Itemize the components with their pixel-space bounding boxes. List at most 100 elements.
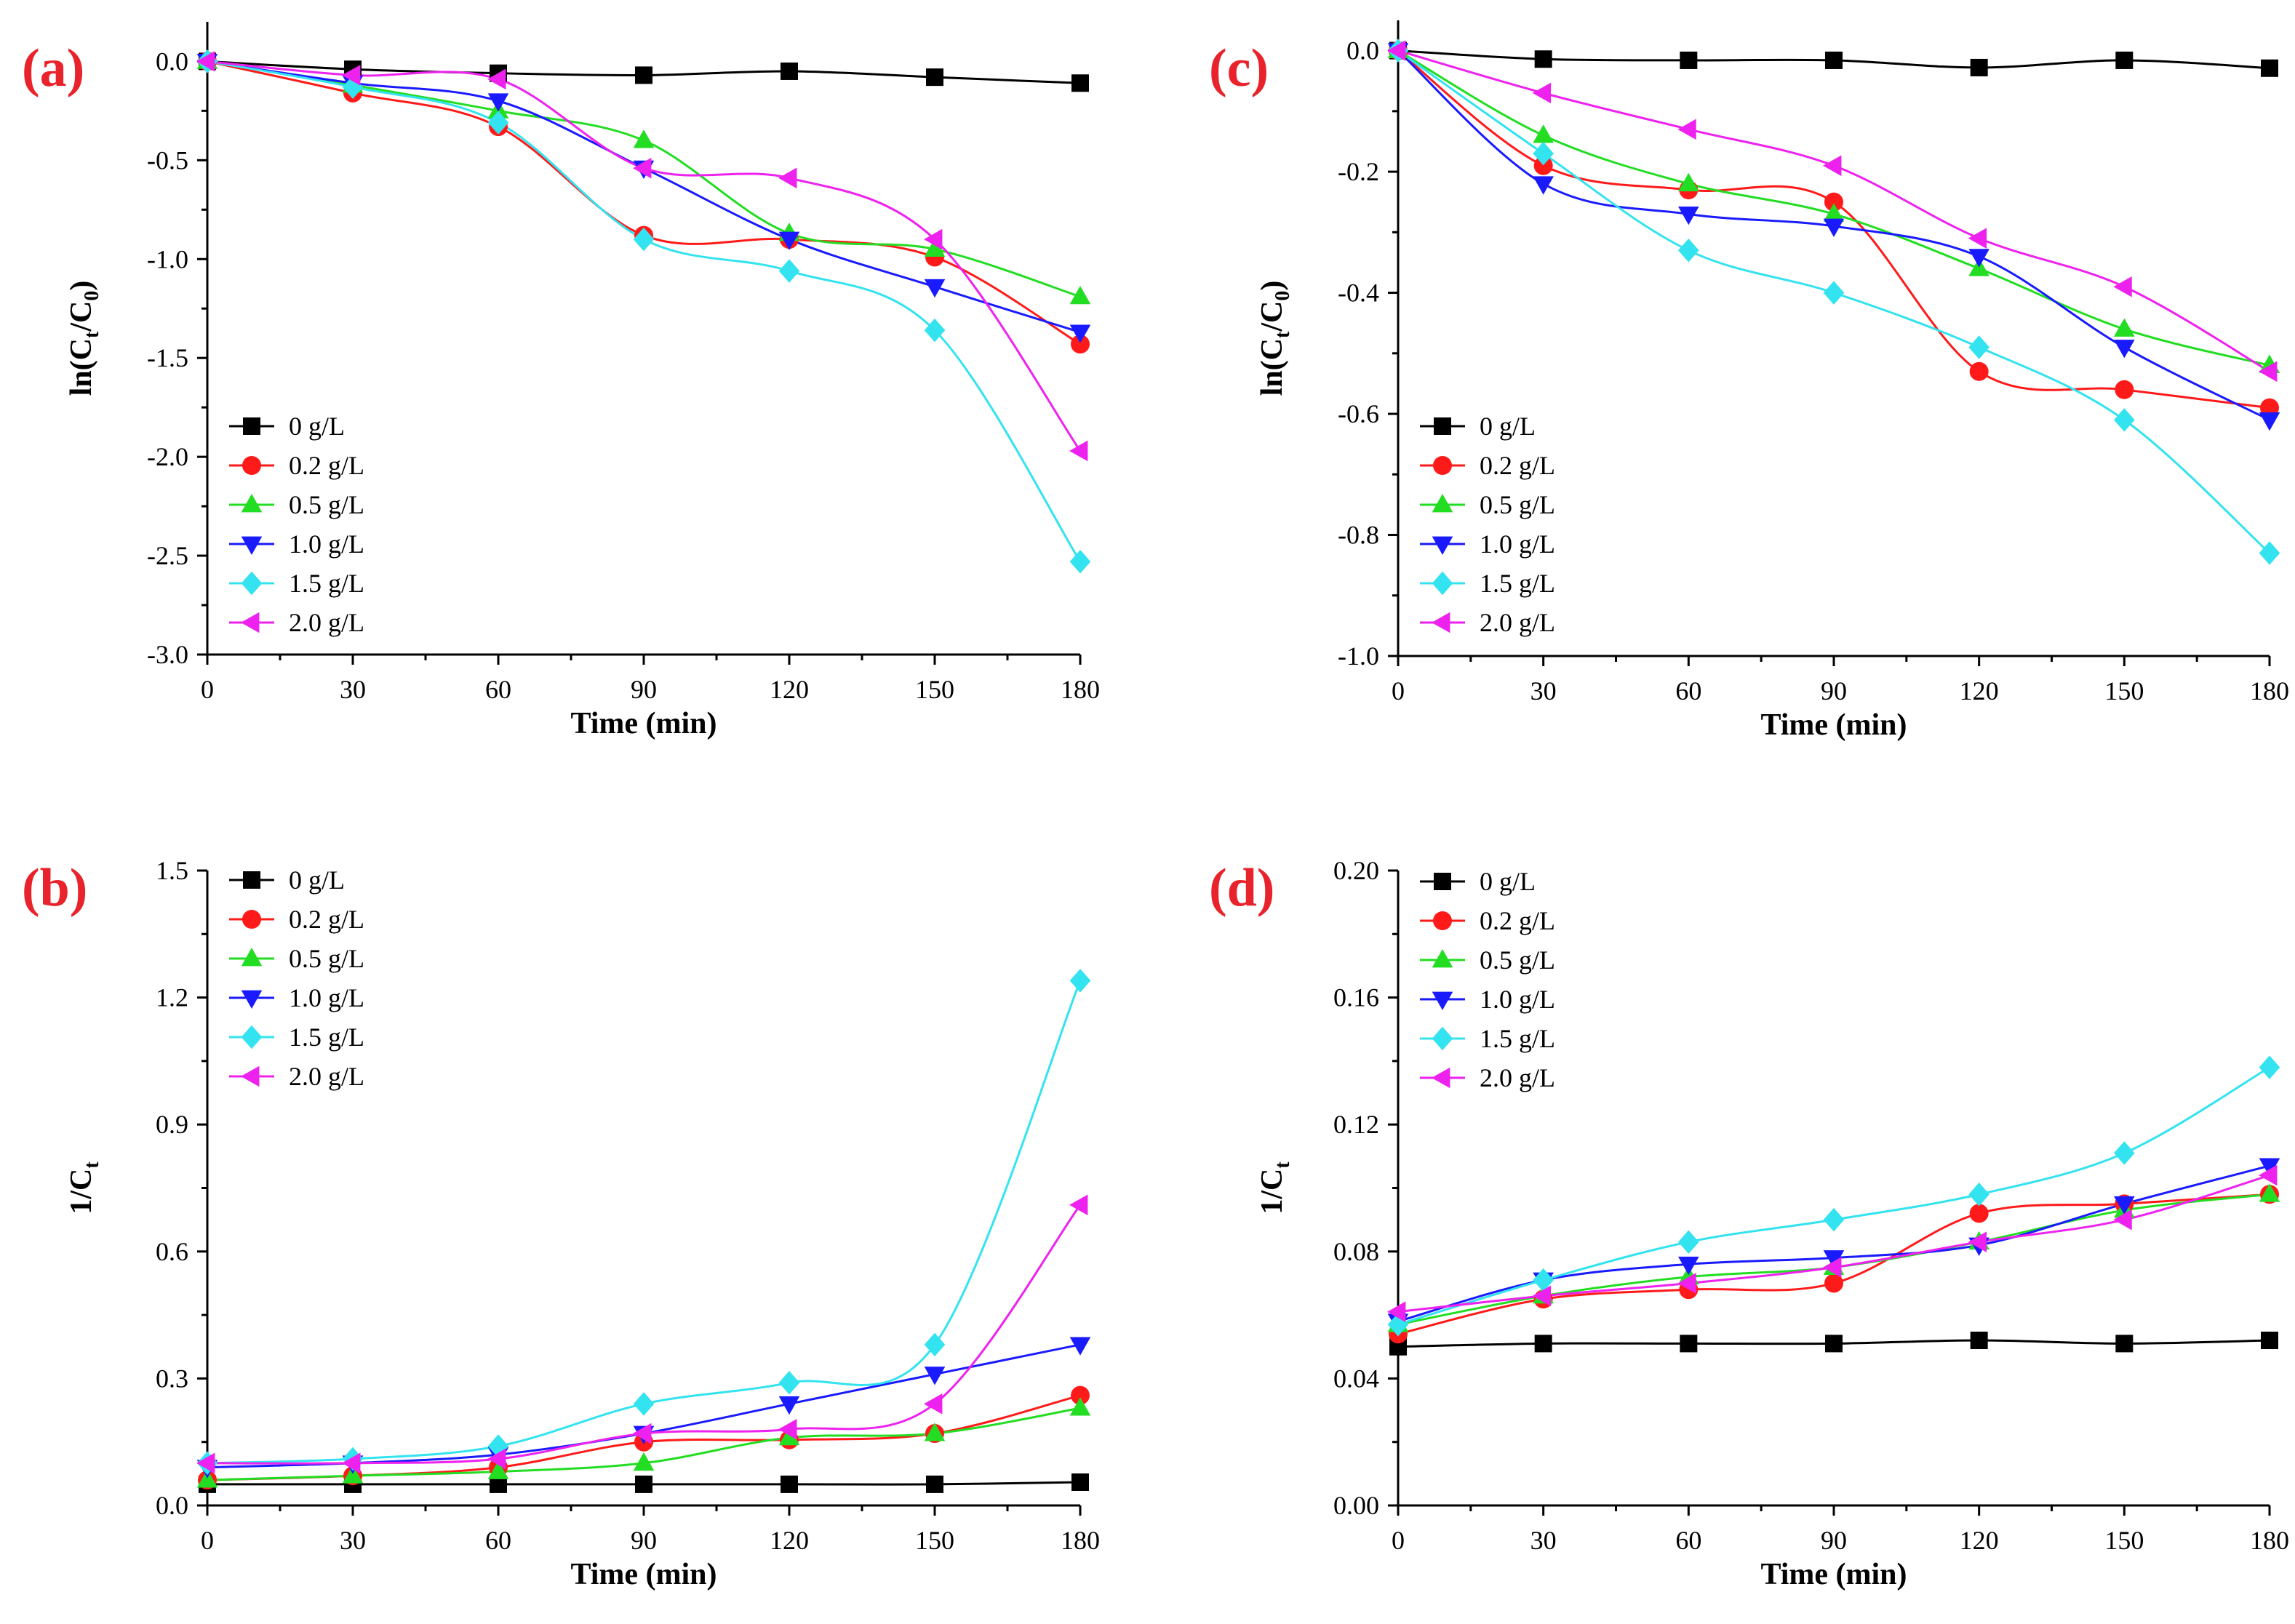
data-point xyxy=(1825,51,1843,69)
y-tick-label: 0.08 xyxy=(1333,1237,1379,1266)
x-tick-label: 150 xyxy=(915,1526,954,1555)
y-axis-title-subscript: 0 xyxy=(81,291,103,301)
x-axis-title: Time (min) xyxy=(1760,708,1907,742)
panel-d: 0 30 60 90 120 150 180 0.00 0.04 0.08 0.12 0.16 0.20… xyxy=(1209,856,2289,1591)
data-point xyxy=(487,68,506,90)
data-point xyxy=(1823,218,1845,237)
y-tick-label: 1.2 xyxy=(156,983,188,1012)
data-point xyxy=(2259,1055,2280,1079)
data-point xyxy=(1069,1397,1091,1416)
y-axis-title-subscript: t xyxy=(1272,1161,1294,1169)
y-axis-title-part: ln(C xyxy=(1256,338,1289,396)
data-point xyxy=(633,129,655,148)
data-point xyxy=(1071,335,1090,354)
data-point xyxy=(778,1396,800,1415)
x-tick-label: 90 xyxy=(631,1526,657,1555)
data-point xyxy=(1069,1337,1091,1356)
data-point xyxy=(2261,1332,2278,1350)
data-point xyxy=(924,228,943,250)
data-point xyxy=(1532,82,1552,104)
data-point xyxy=(1678,1230,1699,1254)
data-point xyxy=(1823,1250,1845,1269)
data-point xyxy=(1968,1182,1989,1207)
data-point xyxy=(633,1423,652,1444)
data-point xyxy=(1677,119,1696,140)
data-point xyxy=(342,1452,361,1474)
legend-label: 0 g/L xyxy=(289,412,345,441)
data-point xyxy=(778,259,800,283)
data-point xyxy=(1680,51,1698,69)
y-axis-title: ln(Ct/C0) xyxy=(1256,281,1294,396)
x-tick-label: 60 xyxy=(1675,1526,1701,1555)
data-point xyxy=(1534,1335,1552,1353)
data-point xyxy=(1069,324,1091,343)
data-point xyxy=(1970,1332,1988,1350)
y-tick-label: 0.20 xyxy=(1333,856,1379,885)
data-point xyxy=(1968,335,1989,359)
legend-label: 2.0 g/L xyxy=(1480,1063,1555,1092)
x-tick-label: 60 xyxy=(1675,676,1701,705)
legend-marker xyxy=(1433,456,1452,475)
legend-marker xyxy=(241,948,263,967)
series-line xyxy=(207,60,1082,452)
data-point xyxy=(196,1452,215,1474)
data-point xyxy=(1533,124,1554,143)
y-tick-label: -0.5 xyxy=(147,145,188,175)
series-line xyxy=(207,60,1081,334)
legend-label: 2.0 g/L xyxy=(289,608,364,637)
y-axis-title-part: ln(C xyxy=(65,338,98,396)
data-point xyxy=(1968,1231,1987,1253)
legend-label: 0 g/L xyxy=(289,865,345,895)
data-point xyxy=(778,167,797,189)
x-tick-label: 180 xyxy=(1061,1526,1100,1555)
x-tick-label: 120 xyxy=(1960,676,1999,705)
panel-label: (d) xyxy=(1209,858,1274,918)
data-point xyxy=(2259,541,2280,565)
data-point xyxy=(633,1392,655,1416)
x-tick-label: 0 xyxy=(1392,676,1405,705)
x-tick-label: 0 xyxy=(201,1526,214,1555)
x-tick-label: 60 xyxy=(485,675,511,704)
y-tick-label: 0.0 xyxy=(1346,36,1379,65)
data-point xyxy=(1969,1204,1989,1223)
data-point xyxy=(1533,156,1553,175)
data-point xyxy=(1069,440,1088,462)
y-tick-label: -3.0 xyxy=(147,640,188,669)
data-point xyxy=(342,65,361,86)
y-tick-label: 0.04 xyxy=(1333,1364,1379,1393)
data-point xyxy=(1823,1207,1845,1232)
data-point xyxy=(1678,1256,1699,1276)
data-point xyxy=(2115,51,2134,69)
x-tick-label: 90 xyxy=(1821,676,1847,705)
data-point xyxy=(1678,239,1699,263)
data-point xyxy=(1823,155,1842,177)
data-point xyxy=(2259,1164,2278,1186)
data-point xyxy=(2114,408,2135,432)
x-tick-label: 180 xyxy=(1061,675,1100,704)
data-point xyxy=(1677,1273,1696,1294)
legend: 0 g/L 0.2 g/L 0.5 g/L 1.0 g/L 1.5 g/L 2.0 g/L xyxy=(229,412,364,637)
legend-label: 1.5 g/L xyxy=(1480,1024,1555,1053)
y-axis-title-subscript: 0 xyxy=(1272,291,1294,301)
legend-label: 1.0 g/L xyxy=(289,983,364,1012)
y-axis-title-part: 1/C xyxy=(1256,1169,1289,1215)
legend-marker xyxy=(1432,612,1450,633)
legend-marker xyxy=(1432,1067,1450,1089)
data-point xyxy=(1678,206,1699,225)
data-point xyxy=(1071,1473,1089,1491)
legend-label: 0.2 g/L xyxy=(289,905,364,934)
x-tick-label: 120 xyxy=(1960,1526,1999,1555)
legend-marker xyxy=(1434,873,1451,890)
data-point xyxy=(924,1423,946,1441)
panel-label: (c) xyxy=(1209,39,1269,98)
legend-marker xyxy=(1432,949,1453,968)
data-point xyxy=(487,111,509,135)
x-tick-label: 30 xyxy=(340,675,366,704)
x-axis-title: Time (min) xyxy=(570,1558,717,1591)
data-point xyxy=(1680,1335,1698,1353)
legend-label: 2.0 g/L xyxy=(1480,608,1555,637)
y-axis-title-subscript: t xyxy=(81,331,103,338)
y-tick-label: 0.3 xyxy=(156,1364,188,1393)
legend-label: 0.5 g/L xyxy=(1480,490,1555,519)
y-tick-label: -0.2 xyxy=(1338,157,1379,186)
